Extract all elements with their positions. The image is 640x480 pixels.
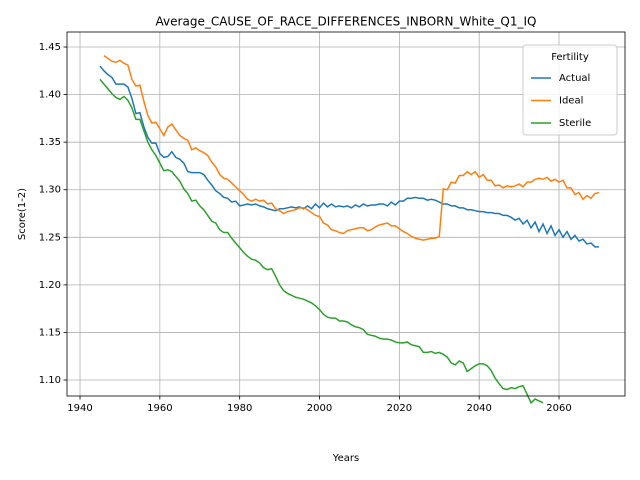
legend-box bbox=[522, 44, 618, 136]
legend-title: Fertility bbox=[551, 52, 589, 63]
x-tick-label: 1940 bbox=[67, 403, 92, 414]
y-tick-label: 1.25 bbox=[39, 232, 61, 243]
line-series bbox=[99, 78, 544, 405]
plot-frame bbox=[66, 31, 626, 397]
x-tick-label: 2020 bbox=[387, 403, 412, 414]
y-tick-label: 1.20 bbox=[39, 280, 61, 291]
x-tick-label: 1960 bbox=[147, 403, 172, 414]
y-tick-label: 1.45 bbox=[39, 42, 61, 53]
x-axis-label: Years bbox=[332, 453, 359, 464]
line-series bbox=[99, 65, 599, 248]
legend: Fertility Actual Ideal Sterile bbox=[522, 44, 618, 136]
y-tick-label: 1.30 bbox=[39, 185, 61, 196]
x-tick-label: 1980 bbox=[227, 403, 252, 414]
chart-title: Average_CAUSE_OF_RACE_DIFFERENCES_INBORN… bbox=[156, 15, 537, 29]
y-tick-label: 1.35 bbox=[39, 137, 61, 148]
legend-label: Sterile bbox=[559, 118, 591, 129]
legend-label: Actual bbox=[559, 73, 590, 84]
y-tick-label: 1.40 bbox=[39, 90, 61, 101]
x-tick-label: 2000 bbox=[307, 403, 332, 414]
line-series bbox=[103, 54, 600, 241]
y-tick-label: 1.10 bbox=[39, 375, 61, 386]
legend-label: Ideal bbox=[559, 96, 583, 107]
x-tick-label: 2060 bbox=[546, 403, 571, 414]
x-tick-label: 2040 bbox=[466, 403, 491, 414]
y-tick-label: 1.15 bbox=[39, 327, 61, 338]
y-axis-label: Score(1-2) bbox=[17, 188, 28, 240]
